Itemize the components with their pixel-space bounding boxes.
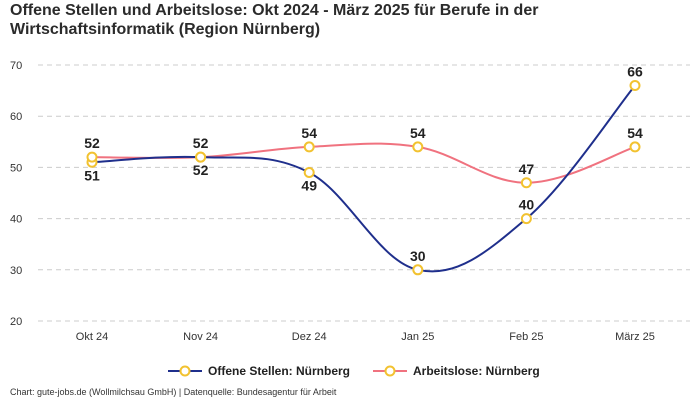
marker-arbeitslose [195,151,207,163]
marker-arbeitslose [86,151,98,163]
data-label-arbeitslose: 52 [193,162,209,178]
x-tick-label: Jan 25 [401,331,434,343]
data-label-offene-stellen: 49 [301,178,317,194]
data-label-arbeitslose: 47 [519,161,535,177]
data-label-offene-stellen: 66 [627,63,643,79]
y-tick-label: 70 [10,60,22,72]
y-tick-label: 40 [10,214,22,226]
legend-swatch-marker [384,365,396,377]
series-markers [86,79,641,276]
x-tick-label: März 25 [615,331,655,343]
data-label-arbeitslose: 54 [410,125,426,141]
legend-label: Offene Stellen: Nürnberg [208,364,350,378]
marker-arbeitslose [520,177,532,189]
grid-lines [38,64,690,322]
x-tick-label: Dez 24 [292,331,327,343]
data-label-offene-stellen: 52 [193,135,209,151]
marker-offene-stellen [412,264,424,276]
x-axis-ticks: Okt 24 Nov 24 Dez 24 Jan 25 Feb 25 März 25 [76,331,655,343]
marker-offene-stellen [629,79,641,91]
marker-arbeitslose [303,141,315,153]
y-tick-label: 60 [10,111,22,123]
data-label-arbeitslose: 54 [301,125,317,141]
marker-arbeitslose [629,141,641,153]
x-tick-label: Feb 25 [509,331,543,343]
legend-label: Arbeitslose: Nürnberg [413,364,540,378]
legend-swatch-marker [179,365,191,377]
marker-offene-stellen [303,167,315,179]
y-tick-label: 20 [10,316,22,328]
data-labels: 51 52 52 52 49 54 30 54 40 47 66 54 [84,63,643,263]
marker-offene-stellen [520,213,532,225]
data-label-offene-stellen: 40 [519,197,535,213]
y-tick-label: 30 [10,265,22,277]
y-tick-label: 50 [10,162,22,174]
source-footer: Chart: gute-jobs.de (Wollmilchsau GmbH) … [10,387,337,397]
data-label-offene-stellen: 30 [410,248,426,264]
chart-title: Offene Stellen und Arbeitslose: Okt 2024… [10,2,539,38]
legend: Offene Stellen: Nürnberg Arbeitslose: Nür… [168,364,540,378]
series-line-arbeitslose [91,142,636,184]
data-label-arbeitslose: 54 [627,125,643,141]
x-tick-label: Nov 24 [183,331,218,343]
data-label-offene-stellen: 51 [84,167,100,183]
y-axis-ticks: 20 30 40 50 60 70 [10,60,22,328]
marker-arbeitslose [412,141,424,153]
data-label-arbeitslose: 52 [84,135,100,151]
x-tick-label: Okt 24 [76,331,108,343]
series-lines [91,84,636,273]
